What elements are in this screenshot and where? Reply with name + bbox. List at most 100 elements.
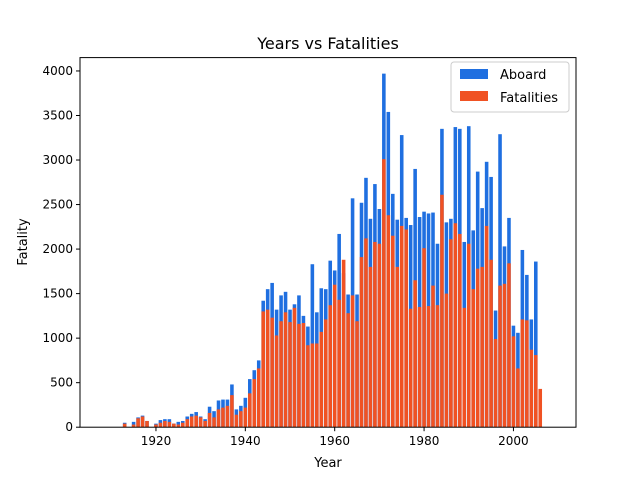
bar-fatalities-1947 [274, 335, 279, 428]
bar-fatalities-1948 [279, 321, 283, 428]
bar-fatalities-1913 [122, 423, 127, 428]
bar-fatalities-1972 [386, 215, 391, 428]
bar-fatalities-1934 [216, 409, 221, 428]
y-tick-label-2000: 2000 [42, 242, 73, 256]
bar-fatalities-1952 [297, 323, 301, 428]
bar-fatalities-1946 [270, 317, 274, 428]
legend: Aboard Fatalities [450, 61, 570, 113]
bar-fatalities-1959 [328, 305, 333, 428]
bar-fatalities-1931 [203, 420, 207, 428]
bar-fatalities-1997 [498, 285, 502, 428]
bar-fatalities-1999 [507, 263, 511, 428]
bar-fatalities-1926 [180, 422, 185, 428]
bar-fatalities-1968 [368, 266, 373, 428]
bar-fatalities-1971 [382, 159, 386, 428]
bar-fatalities-1996 [493, 339, 498, 428]
bar-fatalities-1958 [323, 319, 328, 428]
bar-fatalities-2006 [538, 388, 543, 428]
bar-fatalities-1993 [480, 266, 484, 428]
bar-fatalities-2000 [511, 336, 516, 428]
bar-fatalities-1984 [440, 194, 444, 428]
bar-fatalities-1973 [391, 235, 395, 428]
bar-fatalities-1918 [145, 420, 149, 428]
legend-label-fatalities: Fatalities [500, 91, 558, 106]
bar-fatalities-1929 [194, 415, 198, 428]
bar-fatalities-1994 [484, 225, 489, 428]
y-tick-label-2500: 2500 [42, 198, 73, 212]
bar-fatalities-1978 [413, 280, 417, 428]
bar-fatalities-1965 [355, 321, 359, 428]
y-tick-label-4000: 4000 [42, 64, 73, 78]
bar-aboard-1925 [176, 421, 181, 428]
y-tick-label-500: 500 [50, 376, 73, 390]
bar-fatalities-1987 [453, 223, 458, 428]
bar-fatalities-1961 [337, 299, 341, 428]
bar-fatalities-1976 [404, 229, 408, 428]
bar-fatalities-2004 [529, 349, 534, 428]
bar-fatalities-1923 [167, 421, 172, 428]
bar-fatalities-1960 [332, 284, 337, 428]
bar-fatalities-1937 [230, 395, 234, 428]
y-tick-label-3500: 3500 [42, 108, 73, 122]
plot-area-frame [79, 57, 577, 428]
bar-fatalities-1988 [458, 233, 462, 428]
bar-fatalities-1945 [265, 309, 270, 428]
bar-fatalities-1915 [131, 424, 136, 428]
y-tick-label-3000: 3000 [42, 153, 73, 167]
bar-fatalities-1940 [243, 407, 248, 428]
bar-fatalities-1933 [212, 417, 216, 428]
bar-fatalities-1969 [373, 241, 377, 428]
bar-fatalities-2002 [520, 319, 525, 428]
bar-fatalities-1957 [319, 331, 324, 428]
bar-fatalities-1980 [422, 248, 426, 428]
x-tick-label-1980: 1980 [409, 434, 440, 448]
bar-fatalities-1935 [221, 407, 225, 428]
bar-fatalities-1932 [207, 412, 212, 428]
bar-fatalities-1989 [462, 307, 467, 428]
bar-fatalities-1949 [283, 312, 288, 428]
chart-title: Years vs Fatalities [256, 34, 399, 53]
bar-aboard-1997 [498, 134, 502, 428]
bar-fatalities-1930 [198, 417, 203, 428]
bar-fatalities-1974 [395, 266, 400, 428]
x-tick-label-1920: 1920 [141, 434, 172, 448]
bar-fatalities-1983 [435, 305, 440, 428]
x-tick-label-2000: 2000 [498, 434, 529, 448]
bar-fatalities-1928 [189, 416, 194, 428]
y-tick-label-0: 0 [65, 420, 73, 434]
bar-fatalities-1950 [288, 322, 292, 428]
bar-fatalities-2003 [525, 320, 529, 428]
x-tick-label-1940: 1940 [230, 434, 261, 448]
bar-fatalities-1938 [234, 414, 239, 428]
legend-swatch-fatalities [460, 91, 488, 101]
bar-fatalities-1954 [306, 345, 310, 428]
bar-fatalities-1922 [163, 420, 167, 428]
bar-fatalities-1944 [261, 311, 265, 428]
bar-fatalities-1943 [256, 368, 261, 428]
bar-fatalities-1936 [225, 405, 230, 428]
bar-fatalities-2005 [534, 355, 538, 428]
y-axis: 0 500 1000 1500 2000 2500 3000 3500 4000 [42, 64, 80, 434]
bar-fatalities-1916 [136, 418, 140, 428]
bar-fatalities-2001 [516, 368, 520, 428]
bar-fatalities-1970 [377, 243, 382, 428]
bar-fatalities-1979 [417, 306, 422, 428]
bar-fatalities-1992 [475, 268, 480, 428]
bar-aboard-2005 [534, 261, 538, 428]
bar-fatalities-1991 [471, 289, 476, 428]
bar-fatalities-1975 [399, 225, 404, 428]
bar-fatalities-1998 [502, 283, 507, 428]
bar-fatalities-1967 [364, 238, 368, 428]
bar-fatalities-1985 [444, 293, 449, 428]
x-axis-label: Year [313, 456, 342, 471]
x-tick-label-1960: 1960 [319, 434, 350, 448]
bar-aboard-1915 [131, 421, 136, 428]
y-tick-label-1500: 1500 [42, 287, 73, 301]
bar-fatalities-1925 [176, 424, 181, 428]
x-axis: 1920 1940 1960 1980 2000 [141, 427, 529, 448]
bar-fatalities-1942 [252, 379, 257, 428]
bar-fatalities-1982 [431, 285, 435, 428]
bar-fatalities-1941 [248, 393, 252, 428]
bar-fatalities-1986 [449, 239, 453, 428]
